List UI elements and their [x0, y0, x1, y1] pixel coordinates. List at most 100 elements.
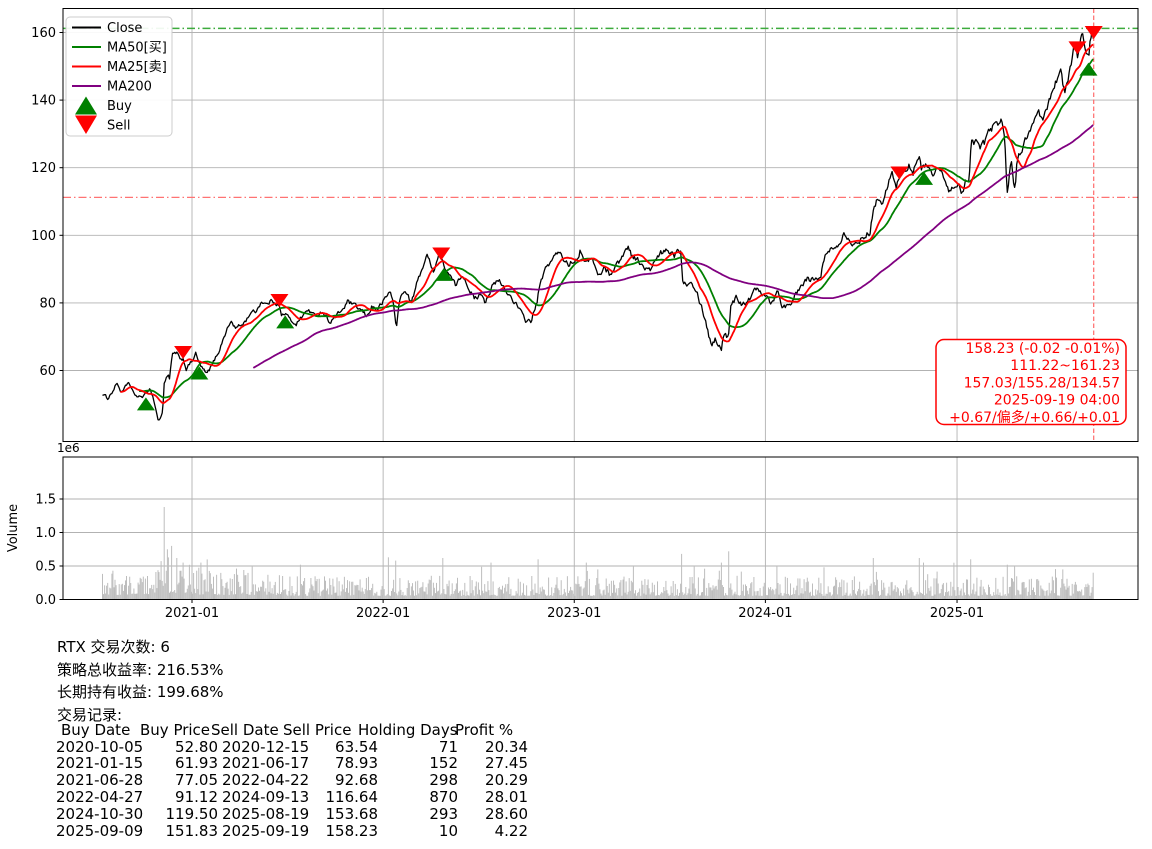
- hold-return-line: 长期持有收益: 199.68%: [57, 683, 224, 701]
- trade-cell: 2024-10-30: [56, 805, 144, 824]
- trade-cell: 20.34: [485, 737, 528, 756]
- legend: Close MA50[买] MA25[卖] MA200 Buy Sell: [65, 16, 173, 137]
- sell-marker: [432, 247, 451, 261]
- sell-markers: [174, 25, 1103, 360]
- close-line: [102, 28, 1094, 421]
- sell-marker: [1084, 25, 1103, 39]
- trade-cell: 116.64: [325, 788, 379, 807]
- annotation-line: 2025-09-19 04:00: [994, 393, 1120, 409]
- legend-label: Buy: [107, 99, 132, 114]
- sell-marker: [890, 166, 909, 180]
- x-tick-label: 2023-01: [547, 606, 601, 621]
- x-tick-label: 2024-01: [738, 606, 792, 621]
- legend-label: Close: [107, 21, 142, 36]
- trade-cell: 61.93: [175, 754, 218, 773]
- volume-offset-label: 1e6: [57, 441, 80, 455]
- sell-marker: [174, 346, 193, 360]
- trade-cell: 293: [429, 805, 458, 824]
- legend-label: Sell: [107, 119, 130, 134]
- trade-cell: 63.54: [335, 737, 378, 756]
- price-volume-chart: 60 80 100 120 140 160 0.0 0.5 1.0 1.5 2021-01 2022-…: [6, 8, 1139, 621]
- trade-col-header: Buy Date: [61, 721, 131, 739]
- y-tick-label: 140: [31, 94, 56, 109]
- buy-marker: [434, 267, 453, 281]
- volume-tick-label: 1.5: [35, 493, 56, 508]
- annotation-line: 111.22~161.23: [1010, 358, 1120, 374]
- strategy-return-line: 策略总收益率: 216.53%: [57, 660, 224, 679]
- trade-cell: 2020-10-05: [56, 737, 144, 756]
- annotation-box: 158.23 (-0.02 -0.01%)111.22~161.23157.03…: [935, 338, 1127, 426]
- trade-cell: 152: [429, 754, 458, 773]
- trade-cell: 2025-09-09: [56, 822, 144, 840]
- volume-axis-label: Volume: [6, 504, 21, 552]
- trade-cell: 28.60: [485, 805, 528, 824]
- trade-cell: 158.23: [325, 822, 379, 840]
- trade-cell: 2020-12-15: [222, 737, 310, 756]
- trade-cell: 2025-09-19: [222, 822, 310, 840]
- trade-cell: 91.12: [175, 788, 218, 807]
- trade-cell: 2025-08-19: [222, 805, 310, 824]
- y-tick-label: 160: [31, 26, 56, 41]
- volume-tick-label: 0.0: [35, 593, 56, 608]
- trade-col-header: Buy Price: [140, 721, 211, 739]
- buy-marker: [1079, 62, 1098, 76]
- trade-col-header: Holding Days: [358, 721, 458, 739]
- x-tick-label: 2025-01: [930, 606, 984, 621]
- y-tick-label: 100: [31, 229, 56, 244]
- ma200-line: [252, 124, 1094, 369]
- legend-sell-marker: [75, 115, 97, 134]
- buy-marker: [276, 315, 295, 329]
- volume-tick-label: 1.0: [35, 526, 56, 541]
- tick-marks: [59, 32, 958, 603]
- trade-cell: 153.68: [325, 805, 379, 824]
- ma25-line: [120, 43, 1094, 405]
- annotation-line: +0.67/偏多/+0.66/+0.01: [949, 409, 1120, 426]
- trade-count-line: RTX 交易次数: 6: [57, 638, 170, 656]
- trade-col-header: Sell Date: [211, 721, 279, 739]
- trade-cell: 2022-04-27: [56, 788, 144, 807]
- trade-cell: 2024-09-13: [222, 788, 310, 807]
- grid-lines: [63, 8, 1138, 600]
- trade-col-header: Profit %: [455, 721, 514, 739]
- y-tick-label: 120: [31, 161, 56, 176]
- trade-cell: 52.80: [175, 737, 218, 756]
- x-tick-label: 2022-01: [356, 606, 410, 621]
- volume-tick-label: 0.5: [35, 560, 56, 575]
- trade-col-header: Sell Price: [283, 721, 352, 739]
- buy-marker: [190, 366, 209, 380]
- trade-cell: 71: [438, 737, 458, 756]
- volume-bars: [102, 507, 1094, 600]
- sell-marker: [270, 294, 289, 308]
- sell-marker: [1068, 41, 1087, 55]
- trade-cell: 298: [429, 771, 458, 790]
- trade-cell: 2022-04-22: [222, 771, 310, 790]
- buy-marker: [136, 397, 155, 411]
- legend-buy-marker: [75, 96, 97, 115]
- trade-cell: 77.05: [175, 771, 218, 790]
- axes-spines: [62, 8, 1139, 600]
- y-tick-label: 60: [39, 364, 56, 379]
- buy-markers: [136, 62, 1098, 411]
- trade-cell: 10: [438, 822, 458, 840]
- trade-cell: 2021-01-15: [56, 754, 144, 773]
- legend-label: MA200: [107, 80, 152, 95]
- trade-cell: 4.22: [494, 822, 528, 840]
- annotation-frame: [935, 338, 1127, 426]
- trade-cell: 2021-06-17: [222, 754, 310, 773]
- trade-cell: 119.50: [165, 805, 219, 824]
- tick-labels: 60 80 100 120 140 160 0.0 0.5 1.0 1.5 2021-01 2022-…: [6, 26, 984, 621]
- trade-cell: 2021-06-28: [56, 771, 144, 790]
- trade-cell: 151.83: [165, 822, 219, 840]
- trade-cell: 20.29: [485, 771, 528, 790]
- trade-cell: 92.68: [335, 771, 378, 790]
- trade-cell: 28.01: [485, 788, 528, 807]
- trade-record-title: 交易记录:: [57, 705, 123, 724]
- y-tick-label: 80: [39, 296, 56, 311]
- trade-cell: 27.45: [485, 754, 528, 773]
- annotation-line: 158.23 (-0.02 -0.01%): [965, 341, 1120, 357]
- x-tick-label: 2021-01: [165, 606, 219, 621]
- trade-cell: 870: [429, 788, 458, 807]
- annotation-line: 157.03/155.28/134.57: [964, 375, 1120, 391]
- buy-marker: [915, 171, 934, 185]
